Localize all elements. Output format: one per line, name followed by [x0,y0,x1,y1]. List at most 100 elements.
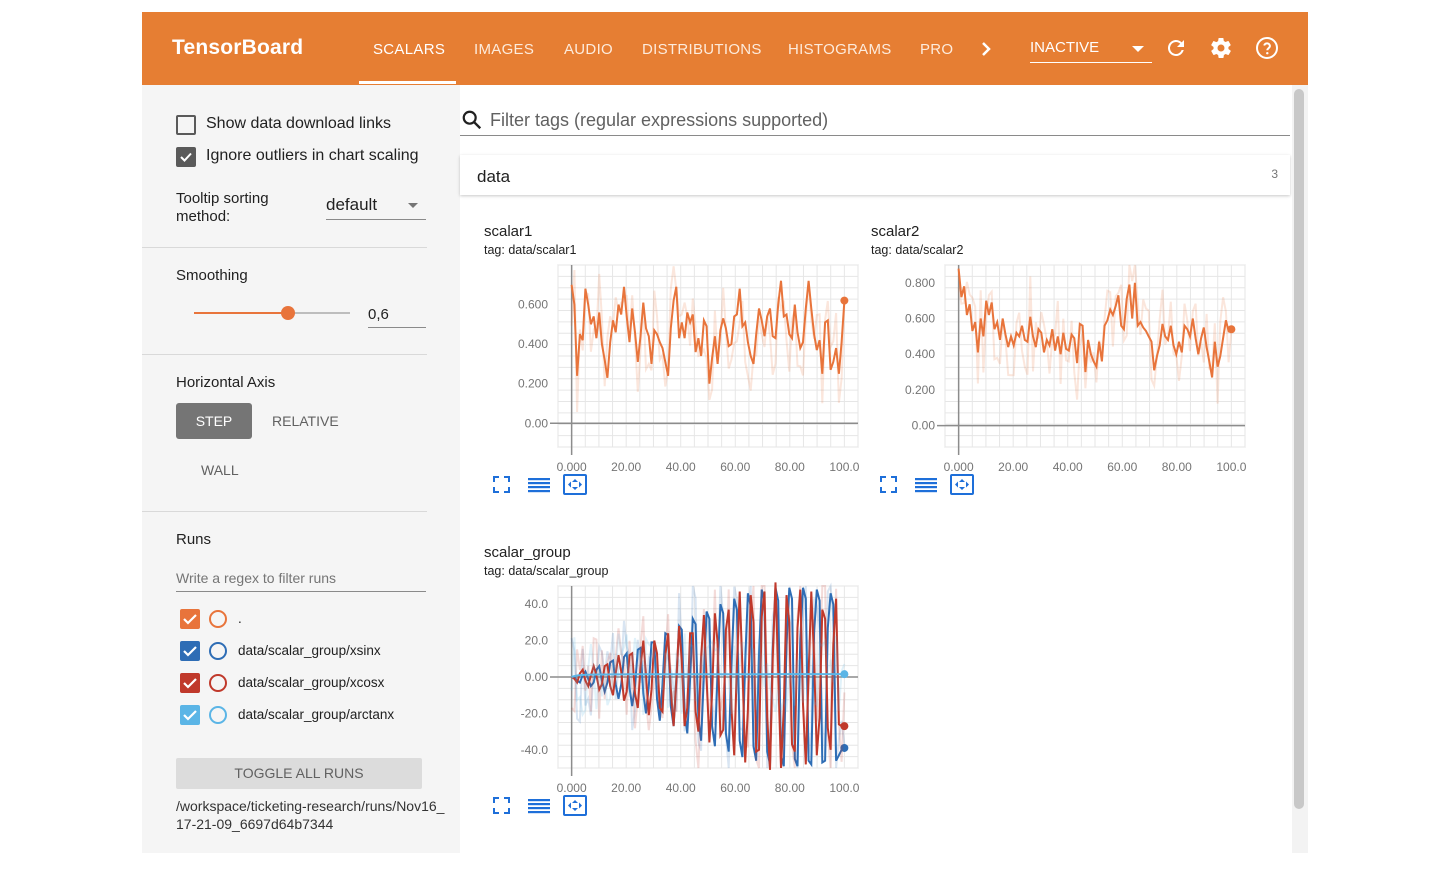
axis-relative-button[interactable]: RELATIVE [272,413,339,429]
chart-title: scalar2 [871,223,920,240]
ignore-outliers-checkbox[interactable] [176,147,196,167]
axis-wall-button[interactable]: WALL [201,462,239,478]
smoothing-slider-knob[interactable] [281,306,295,320]
x-tick-label: 80.00 [775,781,805,795]
category-count: 3 [1271,167,1278,181]
horizontal-axis-label: Horizontal Axis [176,374,276,391]
series-raw-line [570,633,846,718]
run-color-circle[interactable] [209,610,227,628]
run-label: data/scalar_group/arctanx [238,707,395,722]
chevron-down-icon [1132,46,1144,52]
category-name: data [477,167,511,186]
fit-domain-icon[interactable] [563,474,587,495]
y-tick-label: -20.0 [521,706,549,720]
series-line [571,587,845,768]
series-end-point [840,743,849,752]
y-tick-label: 0.00 [525,670,549,684]
runs-filter-input[interactable]: Write a regex to filter runs [176,567,426,592]
brand-title: TensorBoard [172,36,304,59]
run-checkbox[interactable] [180,673,200,693]
x-tick-label: 20.00 [998,460,1028,474]
settings-icon[interactable] [1209,36,1233,60]
fit-domain-icon[interactable] [563,795,587,816]
series-end-point [1227,325,1236,334]
tooltip-sort-label: Tooltip sorting method: [176,190,269,225]
tab-audio[interactable]: AUDIO [564,41,614,58]
y-tick-label: 0.00 [912,419,936,433]
run-checkbox[interactable] [180,609,200,629]
x-tick-label: 60.00 [720,781,750,795]
y-tick-label: 0.400 [518,337,548,351]
fullscreen-icon[interactable] [880,476,897,493]
run-checkbox[interactable] [180,705,200,725]
tag-filter[interactable] [460,105,1290,136]
refresh-icon[interactable] [1164,36,1188,60]
tab-images[interactable]: IMAGES [474,41,535,58]
check-icon [180,152,192,162]
fit-domain-icon[interactable] [950,474,974,495]
chart-plot[interactable]: 0.000 20.00 40.00 60.00 80.00 100.0 -40.0 -20.0… [460,576,860,826]
run-status-dropdown[interactable]: INACTIVE [1030,38,1152,63]
smoothing-slider-track[interactable] [194,306,350,320]
tooltip-sort-select[interactable]: default [326,193,426,220]
fullscreen-icon[interactable] [493,476,510,493]
run-color-circle[interactable] [209,706,227,724]
tooltip-sort-value: default [326,195,378,214]
chart-plot[interactable]: 0.000 20.00 40.00 60.00 80.00 100.0 0.00 0.200 0… [460,255,860,505]
sidebar: Show data download links Ignore outliers… [142,85,460,853]
help-icon[interactable] [1255,36,1279,60]
series-line [571,582,845,770]
run-color-circle[interactable] [209,674,227,692]
tag-filter-input[interactable] [488,107,1272,133]
x-tick-label: 100.0 [829,460,859,474]
y-tick-label: 0.600 [905,312,935,326]
chevron-right-icon[interactable] [974,37,998,61]
divider [142,511,427,512]
category-header[interactable]: data 3 [460,155,1290,195]
ignore-outliers-label: Ignore outliers in chart scaling [206,147,419,164]
x-tick-label: 0.000 [557,460,587,474]
tab-histograms[interactable]: HISTOGRAMS [788,41,892,58]
x-tick-label: 40.00 [1053,460,1083,474]
divider [142,354,427,355]
chart-title: scalar_group [484,544,571,561]
run-color-circle[interactable] [209,642,227,660]
axis-step-button[interactable]: STEP [176,403,252,439]
series-end-point [840,670,849,679]
chart-subtitle: tag: data/scalar2 [871,243,964,257]
list-lines-icon[interactable] [528,478,550,493]
tab-pro[interactable]: PRO [920,41,954,58]
fullscreen-icon[interactable] [493,797,510,814]
check-icon [183,678,197,689]
search-icon [462,110,482,130]
tab-scalars[interactable]: SCALARS [373,41,446,58]
x-tick-label: 80.00 [775,460,805,474]
tab-distributions[interactable]: DISTRIBUTIONS [642,41,762,58]
toggle-all-runs-button[interactable]: TOGGLE ALL RUNS [176,758,422,789]
run-label: data/scalar_group/xsinx [238,643,381,658]
series-end-point [840,722,849,731]
series-line [957,268,1232,378]
y-tick-label: 0.600 [518,298,548,312]
chart-plot[interactable]: 0.000 20.00 40.00 60.00 80.00 100.0 0.00 0.200 0… [847,255,1247,505]
chart-card-scalar2: scalar2 tag: data/scalar2 0.000 20.00 40.0… [847,215,1247,525]
show-download-links-checkbox[interactable] [176,115,196,135]
x-tick-label: 40.00 [666,460,696,474]
y-tick-label: 0.200 [518,377,548,391]
y-tick-label: 40.0 [525,597,549,611]
list-lines-icon[interactable] [528,799,550,814]
x-tick-label: 0.000 [557,781,587,795]
smoothing-input[interactable]: 0,6 [368,303,426,328]
run-label: . [238,611,242,626]
list-lines-icon[interactable] [915,478,937,493]
main-pane: data 3 scalar1 tag: data/scalar1 0.000 20… [460,85,1308,853]
chart-card-scalar-group: scalar_group tag: data/scalar_group 0.00… [460,536,860,846]
scrollbar-thumb[interactable] [1294,89,1304,809]
check-icon [183,614,197,625]
check-icon [183,710,197,721]
series-raw-line [570,266,846,413]
runs-label: Runs [176,531,212,548]
run-checkbox[interactable] [180,641,200,661]
chevron-down-icon [408,203,418,208]
series-line [570,280,846,384]
